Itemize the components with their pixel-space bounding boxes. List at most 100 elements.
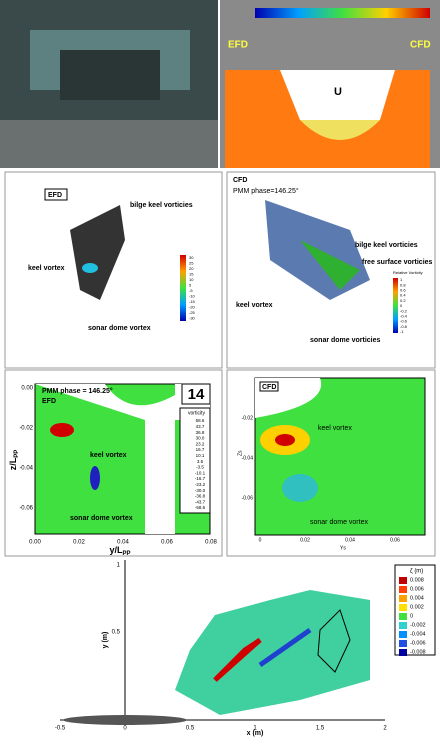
tick-label: 20: [189, 266, 194, 271]
annotation: keel vortex: [236, 302, 273, 309]
tag: CFD: [233, 177, 247, 184]
y-label-sub: PP: [14, 450, 20, 458]
label: U: [334, 86, 342, 98]
tick-label: -0.5: [55, 726, 66, 732]
page: EFD CFD U EFD bilge keel vorticies keel …: [0, 0, 440, 738]
tick-label: 0: [410, 613, 413, 619]
figure: EFD CFD U EFD bilge keel vorticies keel …: [0, 0, 440, 738]
tick-label: 0.002: [410, 604, 424, 610]
vortex: [50, 423, 74, 437]
tick-label: 1: [117, 563, 121, 569]
vortex: [90, 466, 100, 490]
tick-label: 3.5: [197, 459, 204, 464]
tick-label: 0.008: [410, 577, 424, 583]
legend-swatch: [399, 586, 407, 593]
tick-label: 15: [189, 272, 194, 277]
tick-label: -0.008: [410, 649, 426, 655]
vortex: [282, 474, 318, 502]
tag: EFD: [42, 398, 56, 405]
tick-label: 0.08: [205, 540, 217, 546]
tick-label: 1.5: [316, 726, 325, 732]
colorbar-title: Relative Vorticity: [393, 270, 423, 275]
tick-label: 0.04: [345, 537, 355, 543]
tick-label: 0.06: [390, 537, 400, 543]
legend-swatch: [399, 604, 407, 611]
tick-label: -10.1: [195, 470, 206, 475]
tick-label: 58.6: [196, 418, 205, 423]
tick-label: 0.5: [186, 726, 195, 732]
colorbar: [393, 278, 398, 333]
annotation: sonar dome vortex: [88, 325, 151, 332]
tick-label: -25: [189, 310, 196, 315]
annotation: keel vortex: [90, 452, 127, 459]
tick-label: 16.7: [196, 447, 205, 452]
carriage: [60, 50, 160, 100]
tick-label: 0.04: [117, 540, 129, 546]
x-label-sub: PP: [123, 551, 131, 557]
legend-title: ζ (m): [410, 569, 423, 575]
tick-label: -0.004: [410, 631, 426, 637]
tick-label: -0.06: [242, 495, 254, 501]
tick-label: -0.04: [242, 455, 254, 461]
tick-label: 2: [383, 726, 387, 732]
tick-label: -15: [189, 299, 196, 304]
tick-label: -10: [189, 294, 196, 299]
vortex: [275, 434, 295, 446]
tag: CFD: [262, 384, 276, 391]
tick-label: -3.5: [196, 465, 204, 470]
tick-label: -30.0: [195, 488, 206, 493]
label: EFD: [228, 40, 248, 51]
phase: PMM phase = 146.25°: [42, 387, 113, 395]
tick-label: -36.8: [195, 494, 206, 499]
tick-label: 23.2: [196, 441, 205, 446]
colorbar: [180, 255, 186, 321]
annotation: sonar dome vorticies: [310, 337, 381, 344]
annotation: sonar dome vortex: [70, 515, 133, 522]
annotation: sonar dome vortex: [310, 519, 368, 526]
tick-label: 43.7: [196, 424, 205, 429]
tick-label: 0.006: [410, 586, 424, 592]
tick-label: 0.004: [410, 595, 424, 601]
legend-swatch: [399, 640, 407, 647]
tick-label: -0.02: [242, 415, 254, 421]
tick-label: -20: [189, 305, 196, 310]
tick-label: -30: [189, 316, 196, 321]
annotation: keel vortex: [28, 265, 65, 272]
tick-label: 0.5: [112, 630, 121, 636]
tick-label: 30: [189, 255, 194, 260]
annotation: bilge keel vorticies: [355, 242, 418, 249]
tick-label: 0.02: [300, 537, 310, 543]
colorbar: [255, 8, 430, 18]
y-label-text: z/L: [8, 457, 18, 470]
tick-label: -0.002: [410, 622, 426, 628]
tick-label: -23.2: [195, 482, 206, 487]
tick-label: 30.0: [196, 436, 205, 441]
tick-label: -0.06: [19, 506, 33, 512]
x-label-text: y/L: [109, 545, 123, 555]
tick-label: -16.7: [195, 476, 206, 481]
tag: EFD: [48, 192, 62, 199]
tick-label: -0.02: [19, 426, 33, 432]
tick-label: 0.02: [73, 540, 85, 546]
tick-label: 0.00: [29, 540, 41, 546]
vortex: [82, 263, 98, 273]
tick-label: 0: [123, 726, 127, 732]
wave-field: [175, 590, 370, 715]
photo-floor: [0, 120, 218, 168]
tick-label: 10: [189, 277, 194, 282]
x-label: Ys: [340, 545, 346, 551]
legend-swatch: [399, 622, 407, 629]
annotation: bilge keel vorticies: [130, 202, 193, 209]
legend-swatch: [399, 577, 407, 584]
tick-label: 36.8: [196, 430, 205, 435]
tick-label: 25: [189, 261, 194, 266]
y-label: y (m): [102, 632, 109, 649]
legend-swatch: [399, 595, 407, 602]
tick-label: -43.7: [195, 499, 206, 504]
annotation: free surface vorticies: [362, 259, 433, 266]
tick-label: 0: [259, 537, 262, 543]
legend-swatch: [399, 631, 407, 638]
phase: PMM phase=146.25°: [233, 187, 299, 195]
colorbar-title: vorticity: [188, 410, 205, 416]
tick-label: -0.006: [410, 640, 426, 646]
